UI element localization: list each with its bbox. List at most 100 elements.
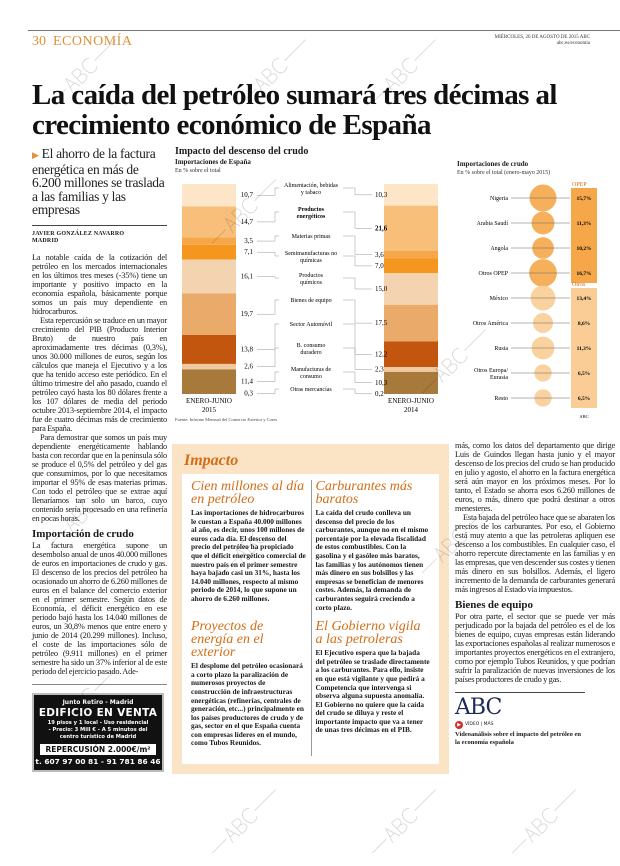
country-label: Angola <box>490 246 508 252</box>
play-icon: ▶ <box>455 721 463 729</box>
value-label: 11,3% <box>577 221 592 227</box>
impacto-title: Impacto <box>184 452 238 470</box>
headline: La caída del petróleo sumará tres décima… <box>32 80 617 140</box>
value-label: 2,6 <box>244 363 253 371</box>
series-label: ENERO-JUNIO <box>186 397 232 405</box>
bar-segment <box>182 294 236 335</box>
video-promo[interactable]: ABC ▶VÍDEO | MÁS Videoanálisis sobre el … <box>455 692 585 746</box>
leader-line <box>257 348 279 367</box>
bar-segment <box>182 335 236 364</box>
leader-line <box>257 324 279 349</box>
item-title: El Gobierno vigila a las petroleras <box>316 620 431 646</box>
country-label: Eurasia <box>490 375 508 381</box>
chart-title: Importaciones de crudo <box>457 160 617 169</box>
category-label: duradero <box>300 350 321 356</box>
value-label: 6,5% <box>578 396 590 402</box>
bar-segment <box>182 393 236 394</box>
crude-imports-chart: Importaciones de crudo En % sobre el tot… <box>457 160 617 422</box>
leader-line <box>257 277 279 278</box>
category-label: Productos <box>298 207 325 213</box>
leader-line <box>257 252 279 256</box>
item-title: Cien millones al día en petróleo <box>191 480 307 506</box>
bar-segment <box>384 273 438 305</box>
category-label: Bienes de equipo <box>290 298 331 304</box>
ad-price: REPERCUSIÓN 2.000€/m² <box>40 744 156 755</box>
bar-segment <box>384 251 438 259</box>
abc-watermark <box>504 781 588 865</box>
value-label: 15,0 <box>375 285 388 293</box>
page-number: 30 <box>32 34 46 50</box>
leader-line <box>343 389 372 394</box>
category-label: Productos <box>299 273 324 279</box>
abc-logo: ABC <box>455 696 585 720</box>
triangle-bullet-icon: ▶ <box>32 150 39 160</box>
country-label: Otros Europa/ <box>474 368 508 374</box>
abc-watermark <box>204 781 288 865</box>
series-label: 2014 <box>404 406 419 414</box>
impacto-box: Impacto Cien millones al día en petróleo… <box>172 444 449 774</box>
header-rule <box>28 30 620 31</box>
bar-segment <box>384 206 438 251</box>
value-label: 16,1 <box>241 273 254 281</box>
chart-source: Fuente: Informe Mensual del Comercio Ext… <box>175 417 277 423</box>
category-label: y tabaco <box>301 190 321 196</box>
bar-segment <box>384 184 438 206</box>
value-label: 11,4 <box>241 377 253 385</box>
subhead-text: El ahorro de la factura energética en má… <box>32 146 164 217</box>
section-url[interactable]: abc.es/economia <box>440 41 590 47</box>
video-badge: ▶VÍDEO | MÁS <box>455 720 585 729</box>
chart-title: Impacto del descenso del crudo <box>175 146 445 158</box>
video-caption[interactable]: Videoanálisis sobre el impacto del petró… <box>455 731 585 746</box>
value-label: 10,2% <box>576 246 591 252</box>
category-label: Materias primas <box>292 234 331 240</box>
category-label: Alimentación, bebidas <box>284 183 339 189</box>
group-label: Otros <box>572 282 586 288</box>
leader-line <box>343 212 372 228</box>
value-label: 19,7 <box>241 310 254 318</box>
value-label: 2,3 <box>375 366 384 374</box>
item-text: El desplome del petróleo ocasionará a co… <box>191 662 307 748</box>
item-text: El Ejecutivo espera que la bajada del pe… <box>316 649 431 735</box>
chart-subtitle: En % sobre el total (enero-mayo 2015) <box>457 169 617 177</box>
value-label: 16,7% <box>576 271 591 277</box>
article-column-1: La notable caída de la cotización del pe… <box>32 253 167 676</box>
imports-chart: Impacto del descenso del crudo Importaci… <box>175 146 445 426</box>
bar-segment <box>182 184 236 206</box>
byline-block: JAVIER GONZÁLEZ NAVARRO MADRID <box>32 225 167 245</box>
category-label: Otras mercancías <box>290 387 332 393</box>
ad-phone: t. 607 97 00 81 - 91 781 86 46 <box>34 757 162 766</box>
category-label: químicos <box>300 280 323 286</box>
value-label: 21,6 <box>375 224 388 232</box>
value-label: 7,0 <box>375 262 384 270</box>
item-title: Carburantes más baratos <box>316 480 431 506</box>
country-label: México <box>490 296 508 302</box>
category-label: Semimanufacturas no <box>285 250 337 257</box>
leader-line <box>257 372 279 381</box>
abc-watermark-icon <box>364 781 445 862</box>
category-label: consumo <box>300 374 322 380</box>
bar-segment <box>384 259 438 274</box>
leader-line <box>343 324 372 354</box>
country-label: Nigeria <box>490 196 508 202</box>
bar-segment <box>182 364 236 369</box>
value-label: 13,8 <box>241 345 254 353</box>
leader-line <box>343 188 372 195</box>
leader-line <box>343 236 372 255</box>
item-title: Proyectos de energía en el exterior <box>191 620 307 659</box>
chart-unit: En % sobre el total <box>175 167 445 175</box>
bar-segment <box>384 305 438 342</box>
value-label: 6,5% <box>578 371 590 377</box>
value-label: 13,4% <box>576 296 591 302</box>
group-bar <box>571 188 597 283</box>
country-label: Rusia <box>494 346 508 352</box>
subhead: ▶El ahorro de la factura energética en m… <box>32 147 167 217</box>
abc-watermark <box>364 781 448 865</box>
abc-watermark-icon <box>204 781 285 862</box>
leader-line <box>343 278 372 289</box>
group-label: OPEP <box>572 182 587 188</box>
paragraph: La notable caída de la cotización del pe… <box>32 253 167 316</box>
